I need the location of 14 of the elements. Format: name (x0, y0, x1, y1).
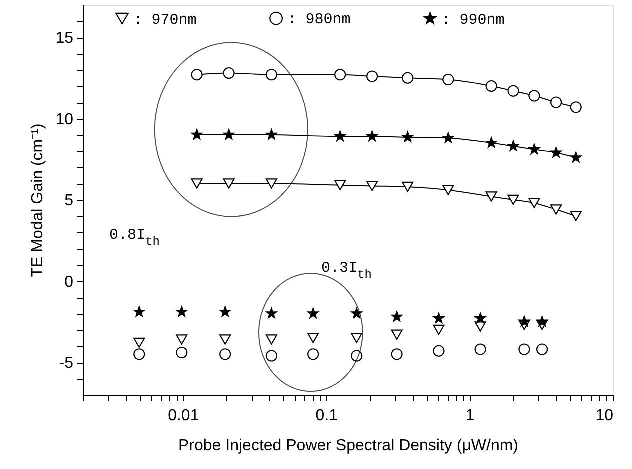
legend-label: : 990nm (442, 12, 505, 29)
legend-label: : 980nm (288, 12, 351, 29)
x-axis-title: Probe Injected Power Spectral Density (μW/nm) (178, 438, 519, 454)
x-tick-label: 0.1 (316, 408, 338, 424)
legend-label: : 970nm (134, 12, 197, 29)
y-tick-label: 10 (56, 111, 74, 128)
y-tick-label: -5 (59, 355, 74, 372)
x-tick-label: 10 (596, 408, 614, 424)
x-tick-label: 0.01 (168, 408, 200, 424)
y-axis-title: TE Modal Gain (cm⁻¹) (30, 124, 47, 278)
x-tick-label: 1 (466, 408, 475, 424)
y-tick-label: 0 (64, 274, 74, 291)
y-tick-label: 5 (64, 192, 74, 210)
y-tick-label: 15 (56, 30, 74, 47)
